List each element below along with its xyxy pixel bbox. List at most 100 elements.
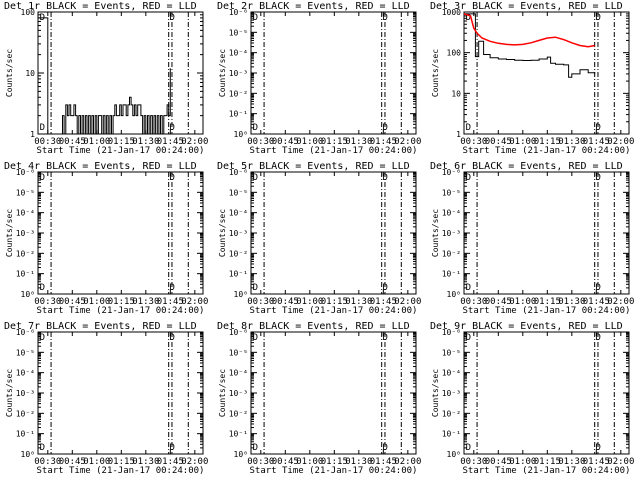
y-tick-label: 10⁻²	[442, 249, 461, 258]
y-tick-label: 10⁻³	[442, 229, 461, 238]
x-tick-label: 01:30	[132, 457, 159, 467]
y-tick-label: 10⁻⁶	[229, 328, 248, 337]
y-axis-label: Counts/sec	[431, 49, 440, 97]
y-tick-label: 10⁻¹	[442, 430, 461, 439]
y-tick-label: 10⁻³	[229, 389, 248, 398]
detector-panel: Det 9r BLACK = Events, RED = LLD 00:3000:…	[430, 321, 634, 476]
x-tick-label: 01:15	[108, 457, 135, 467]
x-tick-label: 02:00	[181, 297, 208, 307]
x-tick-label: 02:00	[607, 297, 634, 307]
x-tick-label: 02:00	[607, 457, 634, 467]
sun-marker-label: D	[40, 173, 45, 183]
y-tick-label: 1	[456, 130, 461, 139]
sun-marker-label: D	[253, 443, 258, 453]
plot-frame	[250, 331, 417, 455]
panel-title: Det 8r BLACK = Events, RED = LLD	[217, 321, 410, 332]
sun-marker-label: D	[253, 123, 258, 133]
x-tick-label: 01:00	[509, 137, 536, 147]
sun-marker-label: D	[466, 283, 471, 293]
y-axis-label: Counts/sec	[431, 209, 440, 257]
y-tick-label: 10⁻⁴	[229, 49, 248, 58]
x-tick-label: 01:15	[321, 297, 348, 307]
x-tick-label: 01:00	[296, 457, 323, 467]
panel-title: Det 5r BLACK = Events, RED = LLD	[217, 161, 410, 172]
x-tick-label: 01:30	[558, 137, 585, 147]
y-tick-label: 10⁻¹	[229, 270, 248, 279]
x-tick-label: 00:30	[247, 297, 274, 307]
x-tick-label: 01:45	[583, 137, 610, 147]
x-tick-label: 00:30	[460, 297, 487, 307]
panel-title: Det 2r BLACK = Events, RED = LLD	[217, 1, 410, 12]
detector-panel: Det 4r BLACK = Events, RED = LLD 00:3000:…	[4, 161, 208, 316]
y-tick-label: 10⁻²	[229, 249, 248, 258]
y-tick-label: 10⁻⁴	[16, 369, 35, 378]
y-tick-label: 10⁻¹	[442, 270, 461, 279]
x-tick-label: 00:30	[34, 137, 61, 147]
detector-panel: Det 5r BLACK = Events, RED = LLD 00:3000:…	[217, 161, 421, 316]
sun-marker-label: D	[253, 283, 258, 293]
plot-frame	[463, 171, 630, 295]
x-tick-label: 01:15	[534, 137, 561, 147]
y-axis-label: Counts/sec	[218, 209, 227, 257]
y-tick-label: 10⁻⁶	[229, 168, 248, 177]
x-tick-label: 00:30	[460, 137, 487, 147]
x-tick-label: 01:45	[583, 457, 610, 467]
x-axis-label: Start Time (21-Jan-17 00:24:00)	[37, 466, 205, 476]
y-tick-label: 10⁻⁶	[229, 8, 248, 17]
y-tick-label: 10⁻¹	[229, 430, 248, 439]
panel-title: Det 1r BLACK = Events, RED = LLD	[4, 1, 197, 12]
x-tick-label: 01:00	[296, 297, 323, 307]
y-tick-label: 10⁻⁵	[442, 348, 461, 357]
y-axis-label: Counts/sec	[431, 369, 440, 417]
sun-marker-label: D	[596, 333, 601, 343]
y-tick-label: 10⁻²	[229, 409, 248, 418]
x-tick-label: 01:15	[108, 137, 135, 147]
sun-marker-label: D	[383, 333, 388, 343]
x-tick-label: 01:00	[509, 297, 536, 307]
x-tick-label: 01:00	[83, 297, 110, 307]
x-tick-label: 01:15	[108, 297, 135, 307]
sun-marker-label: D	[170, 443, 175, 453]
x-tick-label: 00:45	[485, 457, 512, 467]
x-tick-label: 00:45	[485, 137, 512, 147]
x-tick-label: 01:45	[157, 457, 184, 467]
x-tick-label: 02:00	[607, 137, 634, 147]
x-tick-label: 01:15	[321, 137, 348, 147]
sun-marker-label: D	[383, 123, 388, 133]
y-tick-label: 10⁻⁵	[229, 348, 248, 357]
sun-marker-label: D	[383, 283, 388, 293]
y-tick-label: 10⁻⁵	[16, 188, 35, 197]
x-tick-label: 01:45	[157, 137, 184, 147]
sun-marker-label: D	[596, 443, 601, 453]
y-tick-label: 10⁻³	[442, 389, 461, 398]
panel-title: Det 3r BLACK = Events, RED = LLD	[430, 1, 623, 12]
y-tick-label: 10⁻²	[442, 409, 461, 418]
x-tick-label: 02:00	[181, 457, 208, 467]
detector-panel: Det 7r BLACK = Events, RED = LLD 00:3000:…	[4, 321, 208, 476]
y-tick-label: 10⁻⁵	[229, 188, 248, 197]
y-tick-label: 10⁰	[234, 290, 248, 299]
y-tick-label: 10⁻¹	[229, 110, 248, 119]
sun-marker-label: D	[596, 13, 601, 23]
x-tick-label: 01:45	[157, 297, 184, 307]
detector-panel: Det 3r BLACK = Events, RED = LLD 00:3000:…	[430, 1, 634, 156]
x-tick-label: 01:15	[321, 457, 348, 467]
x-tick-label: 00:45	[272, 137, 299, 147]
y-axis-label: Counts/sec	[218, 49, 227, 97]
y-axis-label: Counts/sec	[5, 209, 14, 257]
sun-marker-label: D	[383, 13, 388, 23]
sun-marker-label: D	[253, 13, 258, 23]
x-tick-label: 00:45	[272, 457, 299, 467]
y-tick-label: 10⁻⁴	[229, 369, 248, 378]
y-tick-label: 10⁻⁵	[229, 28, 248, 37]
y-tick-label: 10⁻²	[229, 89, 248, 98]
x-tick-label: 01:30	[132, 137, 159, 147]
y-tick-label: 1	[30, 130, 35, 139]
x-tick-label: 01:15	[534, 297, 561, 307]
plot-frame	[250, 171, 417, 295]
x-tick-label: 00:45	[59, 457, 86, 467]
x-tick-label: 01:00	[83, 457, 110, 467]
x-tick-label: 01:15	[534, 457, 561, 467]
y-tick-label: 10⁻¹	[16, 430, 35, 439]
panel-title: Det 6r BLACK = Events, RED = LLD	[430, 161, 623, 172]
